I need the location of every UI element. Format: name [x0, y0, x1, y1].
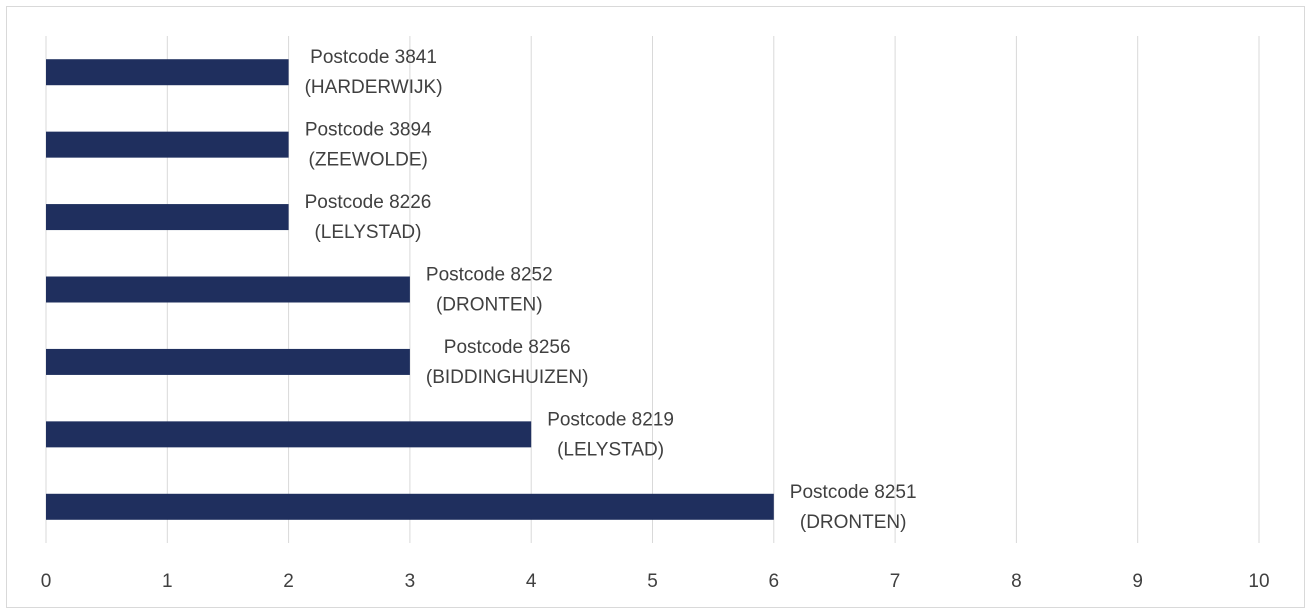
- bar-label: Postcode 8219: [547, 409, 674, 430]
- bar-label: Postcode 8256: [444, 337, 571, 358]
- x-tick-label: 4: [526, 571, 537, 592]
- bar-label: Postcode 3841: [310, 47, 437, 68]
- bar-label: (HARDERWIJK): [305, 77, 443, 98]
- bar-label: Postcode 3894: [305, 120, 432, 141]
- bar-label: (BIDDINGHUIZEN): [426, 367, 589, 388]
- x-tick-label: 6: [769, 571, 780, 592]
- x-tick-label: 7: [890, 571, 901, 592]
- x-tick-label: 0: [41, 571, 52, 592]
- x-tick-label: 5: [647, 571, 658, 592]
- x-tick-label: 3: [405, 571, 416, 592]
- bar: [46, 421, 532, 448]
- bar: [46, 348, 410, 375]
- x-tick-label: 10: [1248, 571, 1269, 592]
- bar-label: (DRONTEN): [800, 512, 907, 533]
- bar: [46, 493, 774, 520]
- bar: [46, 59, 289, 86]
- bar-label: (DRONTEN): [436, 295, 543, 316]
- bar: [46, 276, 410, 303]
- bar: [46, 131, 289, 158]
- x-tick-label: 9: [1132, 571, 1143, 592]
- bar: [46, 204, 289, 231]
- x-tick-label: 1: [162, 571, 173, 592]
- x-tick-label: 8: [1011, 571, 1022, 592]
- bar-label: (LELYSTAD): [557, 439, 664, 460]
- bar-label: Postcode 8251: [790, 482, 917, 503]
- x-tick-label: 2: [283, 571, 294, 592]
- bar-label: (ZEEWOLDE): [309, 150, 428, 171]
- bar-label: Postcode 8252: [426, 265, 553, 286]
- bar-label: Postcode 8226: [305, 192, 432, 213]
- bar-label: (LELYSTAD): [314, 222, 421, 243]
